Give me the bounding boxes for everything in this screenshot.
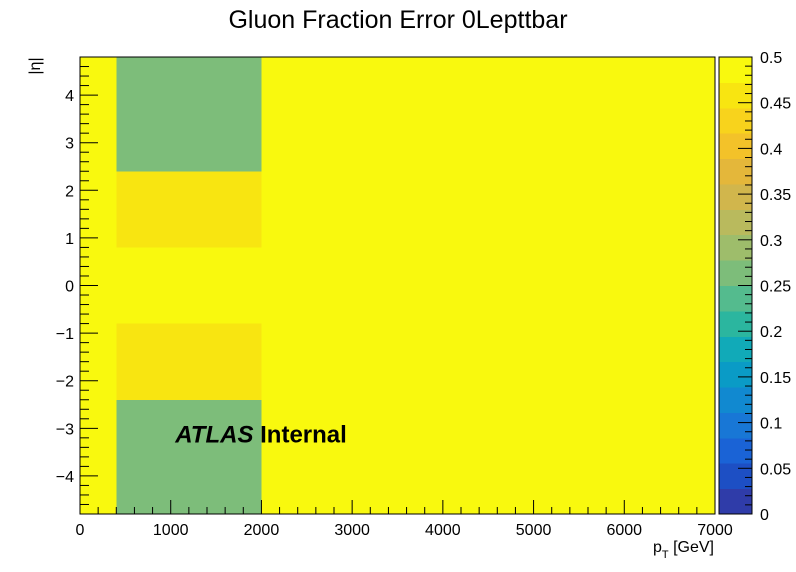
heatmap-cell [93, 57, 117, 248]
colorbar-bin [719, 82, 752, 109]
colorbar-bin [719, 209, 752, 236]
colorbar-tick-label: 0.05 [760, 461, 791, 478]
x-axis-title: pT [GeV] [653, 539, 714, 561]
colorbar-tick-label: 0.1 [760, 416, 782, 433]
colorbar-bin [719, 463, 752, 490]
y-tick-label: 0 [65, 279, 74, 296]
colorbar-tick-label: 0.5 [760, 50, 782, 67]
colorbar-tick-label: 0 [760, 507, 769, 524]
colorbar-bin [719, 57, 752, 83]
y-tick-label: −3 [56, 421, 74, 438]
colorbar-tick-label: 0.45 [760, 96, 791, 113]
colorbar-tick-label: 0.15 [760, 370, 791, 387]
colorbar-bin [719, 412, 752, 439]
chart-title: Gluon Fraction Error 0Lepttbar [228, 6, 568, 34]
x-tick-label: 0 [76, 522, 85, 539]
x-tick-label: 1000 [153, 522, 189, 539]
x-tick-label: 2000 [244, 522, 280, 539]
colorbar-tick-label: 0.3 [760, 233, 782, 250]
colorbar-bin [719, 183, 752, 210]
colorbar-bin [719, 234, 752, 261]
heatmap-cell [116, 171, 262, 248]
colorbar-tick-label: 0.35 [760, 187, 791, 204]
y-tick-label: 4 [65, 88, 74, 105]
colorbar-bin [719, 260, 752, 286]
heatmap-cell [93, 323, 117, 514]
colorbar-bin [719, 310, 752, 337]
colorbar-bin [719, 437, 752, 464]
x-tick-label: 4000 [425, 522, 461, 539]
colorbar-bin [719, 488, 752, 515]
y-tick-label: −1 [56, 326, 74, 343]
x-tick-label: 6000 [606, 522, 642, 539]
heatmap-cell [116, 399, 262, 514]
x-tick-label: 3000 [334, 522, 370, 539]
colorbar-bin [719, 387, 752, 413]
heatmap-cell [116, 57, 262, 172]
y-axis-title: |η| [27, 57, 44, 74]
colorbar-tick-label: 0.25 [760, 279, 791, 296]
heatmap-cell [93, 247, 117, 324]
atlas-label: ATLAS Internal [174, 422, 347, 449]
colorbar-bin [719, 158, 752, 185]
y-tick-label: 2 [65, 183, 74, 200]
y-tick-label: 1 [65, 231, 74, 248]
y-tick-label: −2 [56, 374, 74, 391]
colorbar-tick-label: 0.2 [760, 324, 782, 341]
colorbar-tick-label: 0.4 [760, 141, 782, 158]
x-tick-label: 7000 [697, 522, 733, 539]
colorbar-bin [719, 285, 752, 312]
heatmap-cell [116, 323, 262, 400]
y-tick-label: 3 [65, 136, 74, 153]
heatmap-cell [116, 247, 262, 324]
colorbar-bin [719, 133, 752, 160]
colorbar-bin [719, 361, 752, 388]
y-tick-label: −4 [56, 469, 74, 486]
heatmap-cell [261, 57, 715, 514]
x-tick-label: 5000 [516, 522, 552, 539]
